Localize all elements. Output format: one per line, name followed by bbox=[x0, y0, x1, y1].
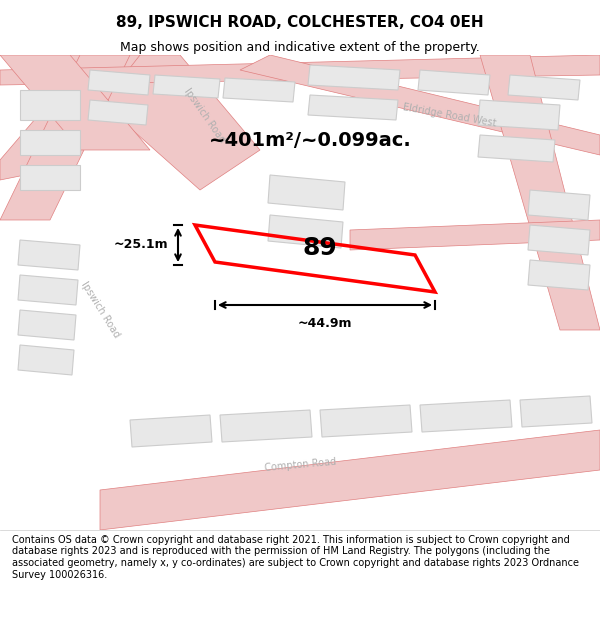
Polygon shape bbox=[88, 70, 150, 95]
Polygon shape bbox=[100, 430, 600, 530]
Polygon shape bbox=[268, 215, 343, 248]
Polygon shape bbox=[0, 55, 600, 85]
Polygon shape bbox=[18, 345, 74, 375]
Polygon shape bbox=[478, 100, 560, 130]
Polygon shape bbox=[508, 75, 580, 100]
Polygon shape bbox=[20, 130, 80, 155]
Polygon shape bbox=[153, 75, 220, 98]
Polygon shape bbox=[220, 410, 312, 442]
Text: Ipswich Road: Ipswich Road bbox=[79, 280, 121, 340]
Polygon shape bbox=[88, 100, 148, 125]
Polygon shape bbox=[528, 225, 590, 255]
Polygon shape bbox=[18, 275, 78, 305]
Polygon shape bbox=[0, 55, 150, 150]
Polygon shape bbox=[478, 135, 555, 162]
Polygon shape bbox=[0, 55, 140, 180]
Polygon shape bbox=[18, 310, 76, 340]
Polygon shape bbox=[223, 78, 295, 102]
Polygon shape bbox=[20, 165, 80, 190]
Polygon shape bbox=[130, 415, 212, 447]
Polygon shape bbox=[20, 90, 80, 120]
Text: Ipswich Road: Ipswich Road bbox=[182, 86, 227, 144]
Text: Eldridge Road West: Eldridge Road West bbox=[403, 102, 497, 128]
Polygon shape bbox=[320, 405, 412, 437]
Polygon shape bbox=[418, 70, 490, 95]
Polygon shape bbox=[528, 260, 590, 290]
Polygon shape bbox=[268, 175, 345, 210]
Polygon shape bbox=[528, 190, 590, 220]
Text: ~401m²/~0.099ac.: ~401m²/~0.099ac. bbox=[209, 131, 412, 149]
Polygon shape bbox=[240, 55, 600, 155]
Polygon shape bbox=[18, 240, 80, 270]
Text: Contains OS data © Crown copyright and database right 2021. This information is : Contains OS data © Crown copyright and d… bbox=[12, 535, 579, 579]
Polygon shape bbox=[520, 396, 592, 427]
Polygon shape bbox=[308, 95, 398, 120]
Polygon shape bbox=[0, 55, 130, 220]
Text: 89: 89 bbox=[302, 236, 337, 260]
Text: ~44.9m: ~44.9m bbox=[298, 317, 352, 330]
Text: ~25.1m: ~25.1m bbox=[113, 239, 168, 251]
Polygon shape bbox=[308, 65, 400, 90]
Polygon shape bbox=[480, 55, 600, 330]
Text: Compton Road: Compton Road bbox=[264, 457, 336, 473]
Polygon shape bbox=[350, 220, 600, 250]
Text: Map shows position and indicative extent of the property.: Map shows position and indicative extent… bbox=[120, 41, 480, 54]
Polygon shape bbox=[30, 55, 260, 190]
Polygon shape bbox=[420, 400, 512, 432]
Text: 89, IPSWICH ROAD, COLCHESTER, CO4 0EH: 89, IPSWICH ROAD, COLCHESTER, CO4 0EH bbox=[116, 16, 484, 31]
